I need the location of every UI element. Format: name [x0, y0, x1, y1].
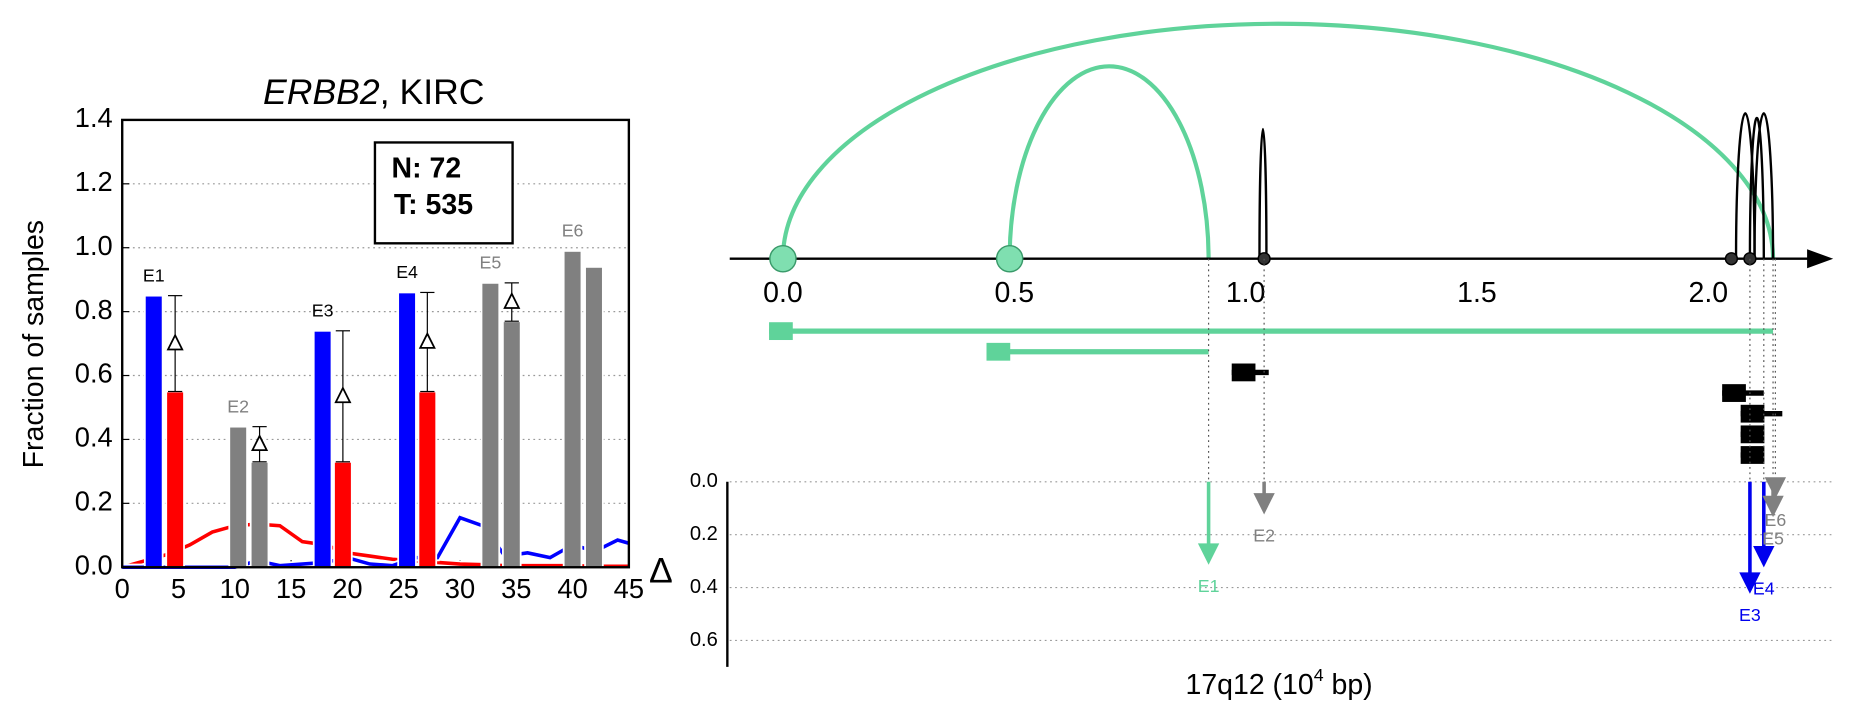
- bar: [584, 266, 604, 569]
- x-label-part: 4: [1314, 665, 1324, 685]
- junction-arc: [1258, 127, 1268, 259]
- bar: [249, 460, 270, 569]
- y-tick-label: 0.0: [75, 549, 113, 580]
- delta-arrowhead: [1197, 543, 1220, 565]
- splice-site: [769, 244, 797, 273]
- transcript-start: [1740, 404, 1765, 423]
- junction-arc: [1734, 112, 1756, 259]
- line-series: [121, 520, 629, 571]
- group-label: E1: [143, 265, 165, 285]
- transcript-start: [1722, 384, 1746, 402]
- delta-marker: [418, 331, 436, 349]
- chart-title: ERBB2, KIRC: [263, 72, 484, 112]
- transcript-start: [1740, 425, 1765, 444]
- x-tick-label: 35: [501, 573, 531, 604]
- delta-arrowhead: [1762, 495, 1784, 518]
- junction-arc: [780, 21, 1776, 259]
- annotation-box: [373, 141, 514, 245]
- bar: [143, 294, 164, 569]
- bar: [501, 320, 522, 569]
- x-tick-label: 15: [276, 573, 306, 604]
- y-tick-label: 0.4: [75, 422, 113, 453]
- y-tick-label: 1.4: [75, 102, 113, 133]
- junction-arc: [1748, 116, 1765, 259]
- delta-marker: [503, 291, 521, 309]
- bar: [312, 329, 333, 569]
- x-tick-label: 1.5: [1457, 277, 1497, 309]
- y-tick-label: 0.6: [75, 358, 113, 389]
- x-tick-label: 2.0: [1688, 277, 1728, 309]
- bar: [165, 390, 185, 569]
- group-label: E4: [396, 262, 418, 282]
- delta-arrowhead: [1753, 545, 1775, 568]
- y-tick-label: 0.2: [690, 523, 718, 545]
- transcript-start: [1740, 446, 1765, 464]
- y-tick-label: 0.0: [690, 470, 718, 492]
- y-tick-label: 0.2: [75, 486, 113, 517]
- group-label: E3: [312, 301, 334, 321]
- title-part: ERBB2: [263, 72, 380, 112]
- x-tick-label: 0.5: [994, 277, 1034, 309]
- plot-frame: [121, 118, 631, 569]
- group-label: E6: [562, 221, 584, 241]
- y-tick-label: 0.6: [690, 629, 718, 651]
- x-tick-label: 20: [332, 573, 362, 604]
- delta-marker: [334, 385, 352, 404]
- delta-marker: [166, 333, 184, 351]
- splice-site: [1743, 252, 1757, 266]
- bar: [397, 291, 417, 569]
- title-part: , KIRC: [380, 72, 485, 112]
- splice-site: [1724, 252, 1739, 266]
- x-tick-label: 30: [445, 573, 475, 604]
- bar: [480, 281, 501, 569]
- bar: [228, 425, 248, 569]
- junction-arc: [1753, 112, 1775, 259]
- exon-label: E3: [1739, 605, 1761, 625]
- x-tick-label: 10: [220, 573, 250, 604]
- y-axis-label: Δ: [649, 551, 673, 591]
- transcript-start: [1231, 363, 1256, 382]
- bar: [333, 460, 353, 569]
- delta-arrowhead: [1739, 572, 1761, 594]
- y-axis-label: Fraction of samples: [18, 220, 50, 468]
- axis-arrow: [1807, 249, 1834, 269]
- x-tick-label: 5: [171, 573, 186, 604]
- exon-label: E1: [1198, 576, 1220, 596]
- x-tick-label: 25: [389, 573, 419, 604]
- x-tick-label: 40: [557, 573, 587, 604]
- transcript-start: [769, 322, 793, 341]
- y-tick-label: 0.8: [75, 294, 113, 325]
- exon-label: E4: [1753, 579, 1775, 599]
- x-tick-label: 45: [614, 573, 644, 604]
- x-tick-label: 0.0: [763, 277, 803, 309]
- junction-arc: [1010, 66, 1209, 258]
- bar: [417, 390, 438, 569]
- delta-arrowhead: [1764, 477, 1787, 499]
- exon-label: E2: [1253, 526, 1275, 546]
- y-tick-label: 1.2: [75, 166, 113, 197]
- x-tick-label: 0: [115, 573, 130, 604]
- splice-site: [1257, 252, 1271, 266]
- bar: [562, 250, 583, 569]
- y-tick-label: 1.0: [75, 230, 113, 261]
- annotation: N: 72: [392, 152, 462, 184]
- line-series: [121, 522, 629, 569]
- y-tick-label: 0.4: [690, 576, 718, 598]
- x-tick-label: 1.0: [1226, 277, 1266, 309]
- group-label: E5: [480, 253, 502, 273]
- group-label: E2: [227, 396, 249, 416]
- x-axis-label: 17q12 (104 bp): [1185, 665, 1372, 701]
- x-label-part: bp): [1324, 668, 1373, 700]
- splice-site: [995, 244, 1024, 273]
- delta-marker: [251, 433, 269, 452]
- delta-arrowhead: [1253, 493, 1275, 515]
- exon-label: E6: [1764, 510, 1786, 530]
- annotation: T: 535: [394, 189, 473, 221]
- transcript-start: [986, 342, 1011, 361]
- x-label-part: 17q12 (10: [1185, 668, 1313, 700]
- exon-label: E5: [1762, 528, 1784, 548]
